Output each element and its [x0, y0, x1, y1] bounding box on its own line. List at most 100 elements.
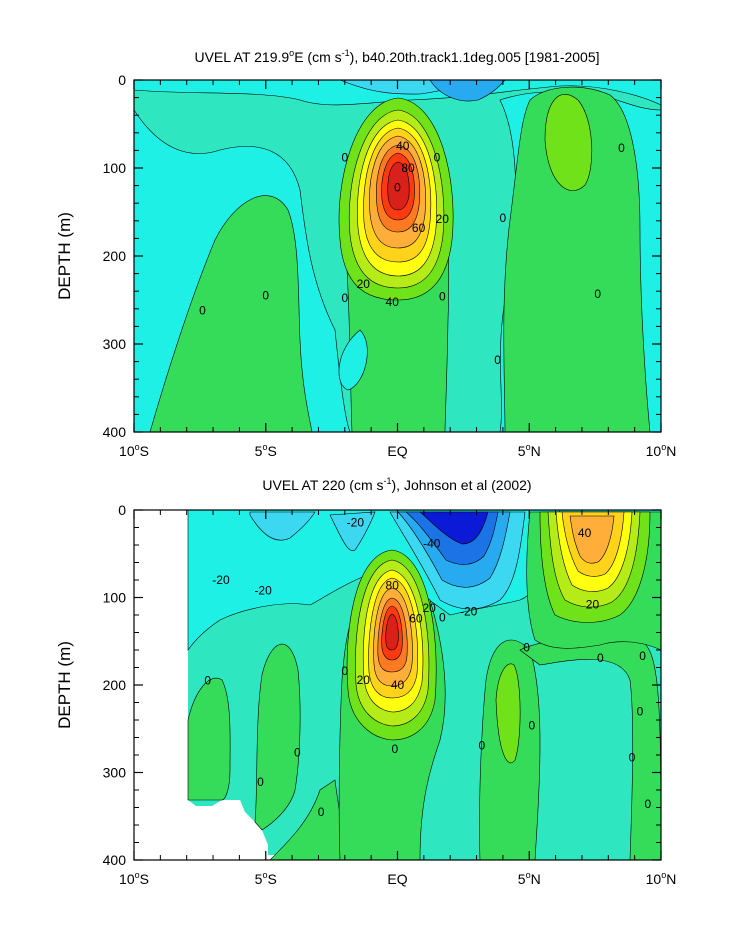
p2-xtick-label-degree-1: o	[262, 870, 267, 880]
p1-contour-label-2: 40	[396, 139, 410, 153]
p2-xtick-label-degree-3: o	[526, 870, 531, 880]
panel-1-pos-north-core	[544, 94, 593, 191]
p2-xtick-label-value-3: 5	[518, 871, 526, 887]
panel-1-title: UVEL AT 219.9oE (cm s-1), b40.20th.track…	[194, 48, 599, 65]
p1-contour-label-12: 0	[341, 291, 348, 305]
p2-xtick-label-3: 5oN	[518, 870, 541, 887]
p2-xtick-label-degree-4: o	[661, 870, 666, 880]
p1-ytick-label-3: 300	[103, 336, 127, 352]
p2-contour-label-0: -20	[347, 515, 365, 529]
p2-contour-label-16: 0	[341, 664, 348, 678]
p1-contour-label-4: 0	[394, 180, 401, 194]
p1-xtick-label-degree-3: o	[526, 442, 531, 452]
p2-contour-label-8: -20	[460, 605, 478, 619]
p1-contour-label-0: 0	[341, 150, 348, 164]
p1-ytick-label-0: 0	[118, 72, 126, 88]
p1-xtick-label-degree-0: o	[135, 442, 140, 452]
panel-1-pos-north-tongue	[503, 86, 651, 432]
p2-xtick-label-value-2: EQ	[387, 871, 407, 887]
p1-xtick-label-degree-1: o	[262, 442, 267, 452]
p1-xtick-label-hemi-1: S	[267, 443, 276, 459]
panel-1-ylabel: DEPTH (m)	[55, 212, 74, 300]
p2-xtick-label-hemi-3: N	[531, 871, 541, 887]
p2-contour-label-25: 0	[644, 797, 651, 811]
p1-ytick-label-4: 400	[103, 424, 127, 440]
p1-contour-label-10: 0	[618, 141, 625, 155]
panel-2-title: UVEL AT 220 (cm s-1), Johnson et al (200…	[262, 476, 531, 493]
p1-contour-label-9: 0	[500, 211, 507, 225]
p1-contour-label-16: 0	[494, 353, 501, 367]
p1-xtick-label-hemi-0: S	[140, 443, 149, 459]
panel-2-pos-patch-west	[254, 644, 301, 831]
p2-contour-label-19: 0	[478, 738, 485, 752]
p2-xtick-label-hemi-1: S	[267, 871, 276, 887]
p1-xtick-label-value-0: 10	[119, 443, 135, 459]
panel-1-neg-surface-strong	[429, 80, 506, 102]
p2-xtick-label-4: 10oN	[646, 870, 677, 887]
p2-contour-label-2: 40	[578, 526, 592, 540]
p2-contour-label-11: 20	[357, 673, 371, 687]
p2-contour-label-5: 80	[386, 578, 400, 592]
panel-1-pos-west-tongue	[149, 195, 313, 432]
p2-xtick-label-value-0: 10	[119, 871, 135, 887]
p1-xtick-label-degree-4: o	[661, 442, 666, 452]
p2-contour-label-4: -20	[254, 584, 272, 598]
p2-xtick-label-2: EQ	[387, 871, 407, 887]
p2-xtick-label-0: 10oS	[119, 870, 149, 887]
p2-ytick-label-3: 300	[103, 765, 127, 781]
p2-contour-label-14: 0	[597, 651, 604, 665]
p1-contour-label-11: 0	[262, 289, 269, 303]
p2-contour-label-13: 0	[523, 640, 530, 654]
p1-xtick-label-3: 5oN	[518, 442, 541, 459]
p2-xtick-label-1: 5oS	[255, 870, 277, 887]
panel-2-neg-core	[419, 511, 489, 545]
p2-ytick-label-0: 0	[118, 502, 126, 518]
p1-xtick-label-0: 10oS	[119, 442, 149, 459]
panel-2-euc-core	[385, 613, 399, 651]
p2-xtick-label-value-1: 5	[255, 871, 263, 887]
p2-xtick-label-value-4: 10	[646, 871, 662, 887]
panel-1-neg-eddy	[338, 329, 368, 391]
panel-2-neg-west-1	[249, 511, 316, 541]
p2-contour-label-6: 20	[422, 601, 436, 615]
p1-contour-label-5: 20	[436, 212, 450, 226]
p1-contour-label-7: 20	[357, 277, 371, 291]
p1-contour-label-13: 0	[439, 289, 446, 303]
p2-contour-label-24: 0	[257, 775, 264, 789]
p2-contour-label-12: 40	[391, 678, 405, 692]
p2-contour-label-22: 0	[637, 704, 644, 718]
p1-xtick-label-hemi-3: N	[531, 443, 541, 459]
p1-contour-label-8: 40	[386, 295, 400, 309]
panel-2-pos-mid-north-core	[495, 663, 521, 764]
p1-ytick-label-1: 100	[103, 160, 127, 176]
p1-xtick-label-value-1: 5	[255, 443, 263, 459]
p2-ytick-label-4: 400	[103, 852, 127, 868]
p1-contour-label-15: 0	[199, 304, 206, 318]
p1-contour-label-14: 0	[594, 287, 601, 301]
p1-xtick-label-1: 5oS	[255, 442, 277, 459]
panel-2-pos-ne-core	[569, 515, 615, 564]
p1-xtick-label-value-2: EQ	[387, 443, 407, 459]
p2-contour-label-9: 20	[586, 598, 600, 612]
panel-2-neg-west-2	[329, 511, 376, 552]
p1-contour-label-3: 80	[401, 161, 415, 175]
p1-xtick-label-4: 10oN	[646, 442, 677, 459]
p2-contour-label-20: 0	[529, 718, 536, 732]
p2-contour-label-15: 0	[639, 649, 646, 663]
p1-xtick-label-value-4: 10	[646, 443, 662, 459]
p1-xtick-label-value-3: 5	[518, 443, 526, 459]
panel-2-ylabel: DEPTH (m)	[55, 641, 74, 729]
panel-1: UVEL AT 219.9oE (cm s-1), b40.20th.track…	[55, 48, 676, 459]
p2-contour-label-21: 0	[294, 745, 301, 759]
p2-ytick-label-2: 200	[103, 677, 127, 693]
p1-contour-label-6: 60	[412, 221, 426, 235]
p1-xtick-label-2: EQ	[387, 443, 407, 459]
p2-contour-label-3: -20	[212, 573, 230, 587]
p2-contour-label-23: 0	[629, 751, 636, 765]
